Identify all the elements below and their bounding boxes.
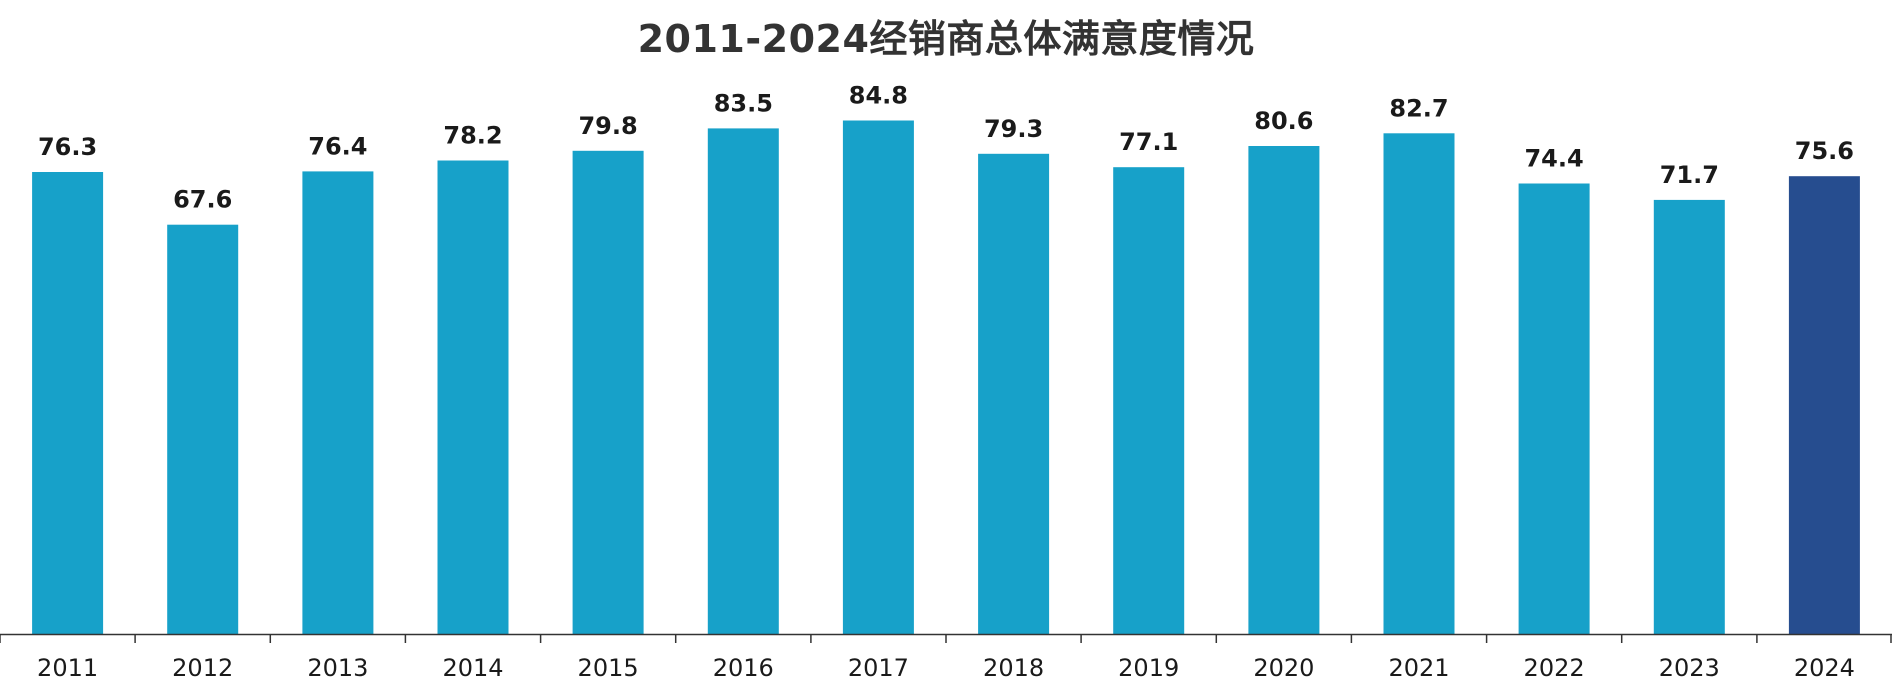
value-label-2016: 83.5 [714,89,773,117]
x-tick-label-2016: 2016 [713,654,774,682]
value-label-2018: 79.3 [984,115,1043,143]
bar-2015 [572,150,644,635]
bar-2016 [707,128,779,634]
x-tick-label-2017: 2017 [848,654,909,682]
x-tick-label-2021: 2021 [1388,654,1449,682]
value-label-2020: 80.6 [1254,107,1313,135]
value-label-2023: 71.7 [1660,161,1719,189]
value-label-2011: 76.3 [38,133,97,161]
bar-2018 [978,153,1050,635]
value-label-2015: 79.8 [578,112,637,140]
value-label-2024: 75.6 [1795,137,1854,165]
value-labels-group: 76.3 67.6 76.4 78.2 79.8 83.5 84.8 79.3 77.1 80.6… [38,82,1854,214]
x-tick-label-2019: 2019 [1118,654,1179,682]
x-tick-label-2020: 2020 [1253,654,1314,682]
bar-2022 [1518,183,1590,634]
x-tick-label-2013: 2013 [307,654,368,682]
bar-2013 [302,171,374,634]
bar-2011 [32,172,104,634]
bar-2019 [1113,167,1185,634]
value-label-2019: 77.1 [1119,128,1178,156]
value-label-2017: 84.8 [849,82,908,110]
x-tick-labels-group: 2011 2012 2013 2014 2015 2016 2017 2018 2019 2020… [37,654,1855,682]
bar-2012 [167,224,239,634]
bar-2014 [437,160,509,634]
bar-2020 [1248,146,1320,634]
bar-2024 [1788,176,1860,634]
x-tick-label-2012: 2012 [172,654,233,682]
x-axis [0,633,1892,643]
x-tick-label-2011: 2011 [37,654,98,682]
chart-title: 2011-2024经销商总体满意度情况 [637,17,1255,61]
value-label-2013: 76.4 [308,132,367,160]
bars-group [32,120,1860,635]
x-tick-label-2023: 2023 [1659,654,1720,682]
x-tick-label-2014: 2014 [442,654,503,682]
x-tick-label-2015: 2015 [578,654,639,682]
value-label-2012: 67.6 [173,186,232,214]
bar-2021 [1383,133,1455,635]
bar-2017 [842,120,914,634]
bar-2023 [1653,199,1725,634]
value-label-2014: 78.2 [443,122,502,150]
value-label-2022: 74.4 [1524,145,1583,173]
value-label-2021: 82.7 [1389,94,1448,122]
x-tick-label-2018: 2018 [983,654,1044,682]
x-tick-label-2022: 2022 [1524,654,1585,682]
x-tick-label-2024: 2024 [1794,654,1855,682]
